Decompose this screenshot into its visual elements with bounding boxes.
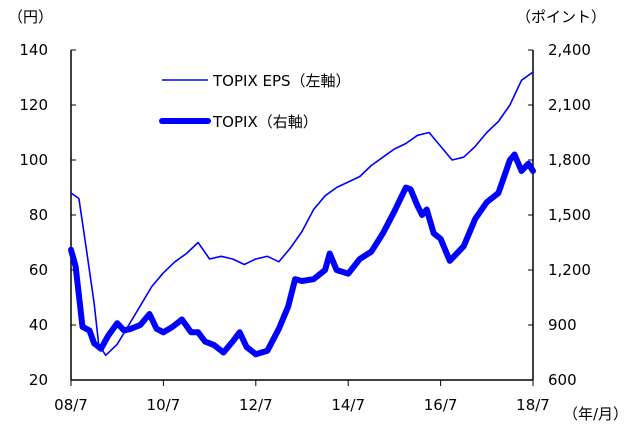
right-tick-label: 900 xyxy=(548,316,577,334)
right-tick-label: 2,100 xyxy=(548,96,591,114)
x-axis-unit: （年/月） xyxy=(563,405,628,423)
left-tick-label: 60 xyxy=(29,261,48,279)
x-tick-label: 18/7 xyxy=(516,396,550,414)
x-tick-label: 16/7 xyxy=(424,396,458,414)
left-tick-label: 40 xyxy=(29,316,48,334)
plot-area xyxy=(70,50,534,381)
left-tick-label: 120 xyxy=(19,96,48,114)
right-tick-label: 1,800 xyxy=(548,151,591,169)
right-axis-unit: （ポイント） xyxy=(516,8,606,26)
x-tick-label: 08/7 xyxy=(54,396,88,414)
left-axis-unit: （円） xyxy=(8,8,53,26)
legend-label-topix: TOPIX（右軸） xyxy=(212,113,318,131)
x-tick-label: 10/7 xyxy=(147,396,181,414)
legend-label-eps: TOPIX EPS（左軸） xyxy=(212,72,351,90)
left-tick-label: 100 xyxy=(19,151,48,169)
series-line-topix xyxy=(68,151,536,358)
left-tick-label: 80 xyxy=(29,206,48,224)
x-tick-label: 14/7 xyxy=(331,396,365,414)
left-tick-label: 140 xyxy=(19,41,48,59)
legend: TOPIX EPS（左軸） TOPIX（右軸） xyxy=(159,72,351,131)
right-tick-labels: 600 900 1,200 1,500 1,800 2,100 2,400 xyxy=(528,41,591,389)
right-tick-label: 1,200 xyxy=(548,261,591,279)
x-tick-label: 12/7 xyxy=(239,396,273,414)
series-line-eps xyxy=(70,71,534,357)
right-tick-label: 2,400 xyxy=(548,41,591,59)
right-tick-label: 1,500 xyxy=(548,206,591,224)
series-layer xyxy=(68,71,536,358)
x-tick-labels: 08/7 10/7 12/7 14/7 16/7 18/7 xyxy=(54,380,550,414)
left-tick-labels: 20 40 60 80 100 120 140 xyxy=(19,41,76,389)
right-tick-label: 600 xyxy=(548,371,577,389)
left-tick-label: 20 xyxy=(29,371,48,389)
